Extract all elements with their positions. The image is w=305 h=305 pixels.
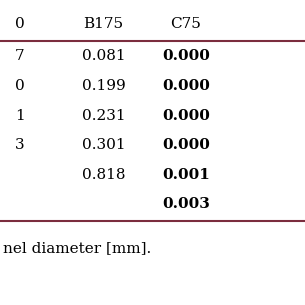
Text: 0.001: 0.001	[162, 168, 210, 182]
Text: 1: 1	[15, 109, 24, 123]
Text: 0.231: 0.231	[82, 109, 126, 123]
Text: nel diameter [mm].: nel diameter [mm].	[3, 241, 151, 255]
Text: 0.000: 0.000	[162, 49, 210, 63]
Text: 7: 7	[15, 49, 24, 63]
Text: 0.000: 0.000	[162, 79, 210, 93]
Text: 0.199: 0.199	[82, 79, 126, 93]
Text: 0: 0	[15, 17, 24, 31]
Text: 0.818: 0.818	[82, 168, 125, 182]
Text: 0.081: 0.081	[82, 49, 126, 63]
Text: 0.000: 0.000	[162, 138, 210, 152]
Text: 3: 3	[15, 138, 24, 152]
Text: 0.000: 0.000	[162, 109, 210, 123]
Text: 0.003: 0.003	[162, 197, 210, 211]
Text: 0.301: 0.301	[82, 138, 126, 152]
Text: B175: B175	[84, 17, 124, 31]
Text: C75: C75	[170, 17, 202, 31]
Text: 0: 0	[15, 79, 24, 93]
